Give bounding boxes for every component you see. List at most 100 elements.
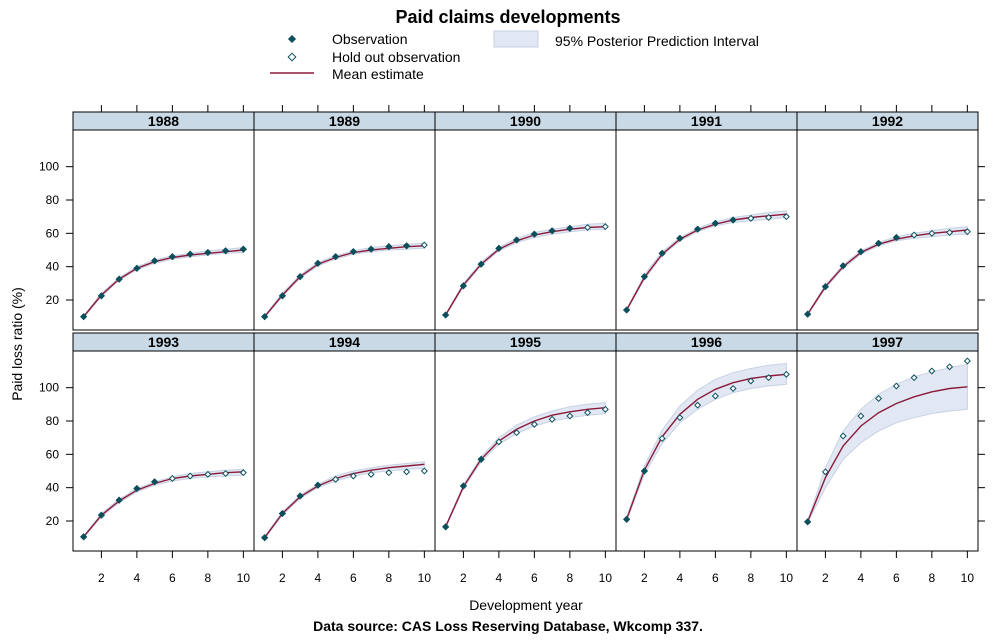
observation-point-1992-4 [857, 247, 865, 256]
x-tick-label: 10 [418, 571, 432, 585]
x-tick-label: 4 [496, 571, 503, 585]
observation-point-1992-1 [803, 310, 812, 318]
source-note: Data source: CAS Loss Reserving Database… [313, 618, 703, 634]
observation-point-1993-1 [79, 533, 88, 541]
holdout-point-1991-9 [765, 213, 773, 222]
holdout-point-1994-7 [367, 470, 375, 478]
legend-observation: Observation [287, 31, 407, 47]
observation-point-1991-2 [640, 272, 649, 281]
x-tick-label: 2 [279, 571, 286, 585]
observation-point-1993-4 [133, 484, 141, 493]
observation-point-1989-1 [260, 312, 269, 321]
axes: 2 4 6 8 10 2 4 6 8 10 2 4 6 8 10 2 4 6 8 10 2 4 6 8 10 20 40 60 80 10… [39, 105, 985, 585]
y-axis-label: Paid loss ratio (%) [9, 287, 25, 401]
panel-1989: 1989 [253, 111, 436, 331]
x-tick-label: 8 [567, 571, 574, 585]
mean-line-1994 [264, 463, 425, 539]
observation-point-1990-3 [477, 260, 485, 268]
observation-point-1989-5 [331, 252, 340, 261]
observation-point-1989-8 [385, 242, 393, 251]
x-tick-label: 4 [858, 571, 865, 585]
mean-line-1990 [444, 226, 606, 316]
mean-line-1991 [625, 213, 787, 311]
legend-holdout-marker [287, 52, 297, 62]
holdout-point-1997-10 [963, 357, 971, 365]
observation-point-1993-5 [150, 478, 159, 486]
mean-line-1993 [83, 471, 244, 538]
x-tick-label: 8 [386, 571, 393, 585]
holdout-point-1996-3 [658, 434, 666, 443]
y-tick-label: 60 [46, 226, 60, 240]
holdout-point-1996-4 [676, 414, 684, 422]
observation-point-1991-5 [693, 225, 702, 233]
observation-point-1992-3 [839, 262, 847, 270]
x-tick-label: 4 [134, 571, 141, 585]
y-tick-label: 80 [46, 414, 60, 428]
x-tick-label: 10 [237, 571, 251, 585]
x-tick-label: 8 [205, 571, 212, 585]
x-tick-label: 6 [350, 571, 357, 585]
holdout-point-1997-3 [839, 432, 847, 440]
observation-point-1988-5 [150, 257, 159, 265]
interval-band-1988 [83, 246, 244, 319]
observation-point-1994-2 [278, 509, 287, 518]
holdout-point-1996-6 [711, 392, 719, 400]
legend-observation-marker [287, 34, 297, 44]
holdout-point-1994-10 [420, 467, 428, 475]
holdout-point-1993-7 [186, 472, 194, 480]
legend-holdout-label: Hold out observation [332, 49, 460, 65]
observation-point-1991-7 [729, 216, 737, 224]
holdout-point-1990-9 [584, 223, 592, 232]
observation-point-1996-2 [640, 467, 649, 475]
x-tick-label: 10 [961, 571, 975, 585]
holdout-point-1996-9 [765, 374, 773, 382]
x-tick-label: 4 [677, 571, 684, 585]
observation-point-1989-7 [367, 245, 375, 253]
holdout-point-1997-9 [946, 363, 954, 371]
observation-point-1992-5 [874, 239, 883, 248]
interval-band-1995 [445, 402, 606, 528]
strip-label-1988: 1988 [148, 113, 179, 129]
holdout-point-1994-8 [385, 469, 393, 477]
panel-grid: 1988 1989 1990 1991 1992 1993 1994 1995 1996 1997 [72, 111, 979, 552]
observation-point-1995-3 [477, 455, 485, 464]
holdout-point-1995-7 [548, 415, 556, 423]
strip-label-1994: 1994 [329, 334, 360, 350]
holdout-point-1995-10 [601, 405, 609, 413]
holdout-point-1997-5 [875, 394, 883, 403]
legend-mean-label: Mean estimate [332, 66, 424, 82]
observation-point-1989-3 [296, 272, 304, 281]
observation-point-1991-6 [711, 219, 720, 228]
observation-point-1988-7 [186, 250, 194, 258]
observation-point-1989-2 [278, 292, 287, 300]
observation-point-1995-1 [441, 523, 450, 531]
panel-frame-1988 [72, 129, 255, 331]
x-tick-label: 8 [748, 571, 755, 585]
mean-line-1996 [625, 373, 787, 520]
panel-frame-1997 [796, 350, 979, 552]
observation-point-1990-7 [548, 227, 556, 235]
holdout-point-1994-9 [403, 468, 411, 476]
y-tick-label: 100 [39, 381, 59, 395]
x-tick-label: 2 [822, 571, 829, 585]
holdout-point-1996-10 [782, 370, 790, 378]
y-tick-label: 60 [46, 447, 60, 461]
panel-frame-1992 [796, 129, 979, 331]
strip-label-1993: 1993 [148, 334, 179, 350]
x-tick-label: 8 [929, 571, 936, 585]
legend-interval-swatch [493, 30, 539, 48]
holdout-point-1993-8 [204, 470, 212, 478]
holdout-point-1997-2 [821, 468, 829, 476]
observation-point-1990-1 [441, 311, 450, 319]
x-tick-label: 6 [531, 571, 538, 585]
mean-line-1997 [806, 386, 968, 523]
holdout-point-1993-10 [239, 469, 247, 477]
x-tick-label: 4 [315, 571, 322, 585]
panel-frame-1995 [434, 350, 617, 552]
x-tick-label: 6 [169, 571, 176, 585]
mean-line-1995 [444, 407, 606, 528]
chart-title: Paid claims developments [395, 7, 620, 27]
holdout-point-1992-9 [946, 228, 954, 237]
strip-label-1992: 1992 [872, 113, 903, 129]
holdout-point-1996-5 [694, 401, 702, 409]
